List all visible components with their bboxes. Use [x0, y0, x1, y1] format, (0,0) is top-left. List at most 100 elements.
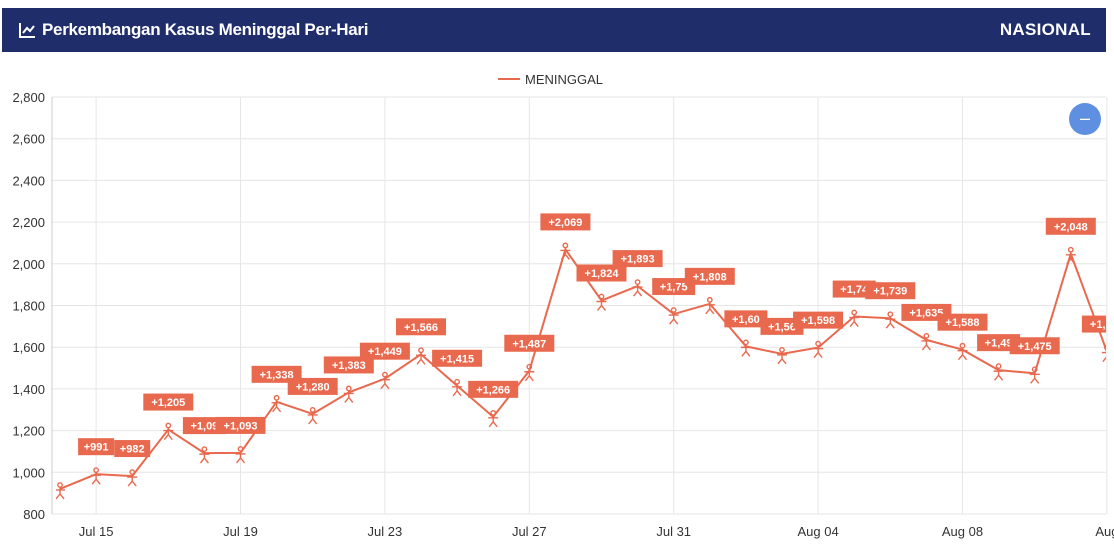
x-tick-label: Aug 04: [797, 524, 838, 539]
x-tick-label: Jul 31: [656, 524, 691, 539]
svg-text:+1,74: +1,74: [840, 284, 869, 296]
chart-grid: [51, 96, 1108, 515]
svg-text:+1,824: +1,824: [585, 268, 620, 280]
data-label: +1,280: [287, 377, 338, 395]
data-point: [343, 385, 354, 403]
data-point: [668, 307, 679, 325]
y-tick-label: 1,800: [12, 299, 45, 314]
scope-label: NASIONAL: [999, 20, 1091, 39]
data-label: +1,093: [215, 416, 266, 434]
data-label: +1,75: [652, 278, 696, 296]
data-point: [488, 409, 499, 428]
data-label: +982: [114, 440, 151, 458]
svg-text:+1,09: +1,09: [190, 421, 218, 433]
legend-label: MENINGGAL: [525, 72, 603, 87]
svg-text:+1,475: +1,475: [1018, 341, 1052, 353]
data-point: [740, 339, 751, 357]
svg-text:+2,048: +2,048: [1054, 221, 1088, 233]
data-label: +1,598: [793, 311, 844, 329]
y-tick-label: 1,400: [12, 382, 45, 397]
data-point: [271, 394, 282, 413]
data-point: [452, 378, 463, 397]
data-point: [921, 333, 932, 351]
series-markers: [56, 242, 1106, 500]
y-tick-label: 1,600: [12, 340, 45, 355]
data-label: +1,475: [1009, 337, 1060, 355]
data-label: +2,069: [540, 213, 591, 231]
y-axis: 800 1,000 1,200 1,400 1,600 1,800 2,000 2,200 2,…: [12, 90, 45, 522]
data-point: [163, 422, 174, 440]
data-label: +1,205: [143, 393, 194, 411]
svg-text:+1,588: +1,588: [946, 317, 980, 329]
svg-text:+982: +982: [120, 444, 145, 456]
svg-text:+1,60: +1,60: [732, 314, 760, 326]
y-tick-label: 1,200: [12, 424, 45, 439]
data-label: +1,566: [396, 318, 446, 336]
svg-text:+1,093: +1,093: [224, 420, 258, 432]
data-label: +1,487: [504, 334, 555, 352]
series-meninggal: [59, 247, 1106, 490]
svg-text:+1,598: +1,598: [801, 315, 835, 327]
x-tick-label: Jul 27: [512, 524, 547, 539]
svg-text:+1,635: +1,635: [909, 307, 943, 319]
data-label: +1,74: [832, 280, 876, 298]
y-tick-label: 800: [23, 507, 45, 522]
svg-text:+991: +991: [84, 442, 109, 454]
y-tick-label: 2,000: [12, 257, 45, 272]
line-chart-icon: [19, 22, 36, 38]
svg-text:+1,739: +1,739: [873, 286, 907, 298]
svg-text:+1,808: +1,808: [693, 271, 727, 283]
data-point: [849, 309, 860, 327]
data-point: [235, 446, 246, 464]
data-label: +1,579: [1081, 315, 1106, 333]
data-point: [127, 469, 138, 487]
x-axis: Jul 15 Jul 19 Jul 23 Jul 27 Jul 31 Aug 04 Aug …: [79, 524, 1114, 539]
data-label: +1,383: [323, 356, 374, 374]
data-point: [307, 407, 318, 425]
svg-text:+1,566: +1,566: [404, 322, 438, 334]
data-label: +1,415: [432, 349, 483, 367]
svg-text:+1,205: +1,205: [151, 397, 185, 409]
y-tick-label: 1,000: [12, 465, 45, 480]
svg-text:+1,280: +1,280: [296, 381, 330, 393]
minus-icon: –: [1079, 108, 1090, 128]
data-label: +1,449: [359, 342, 410, 360]
y-tick-label: 2,800: [12, 90, 45, 105]
svg-text:+1,893: +1,893: [621, 254, 655, 266]
x-tick-label: Aug 08: [942, 524, 983, 539]
svg-text:+1,266: +1,266: [476, 384, 510, 396]
data-label: +1,808: [684, 267, 735, 285]
svg-text:+1,56: +1,56: [768, 321, 796, 333]
x-tick-label: Jul 23: [368, 524, 403, 539]
data-point: [957, 342, 968, 361]
data-point: [813, 340, 824, 359]
data-labels: +991 +982+1,205+1,09 +1,093+1,338+1,280+1,…: [78, 213, 1106, 458]
svg-text:+1,49: +1,49: [985, 338, 1013, 350]
data-label: +1,56: [760, 317, 804, 335]
data-point: [379, 371, 390, 390]
svg-text:+1,338: +1,338: [260, 369, 294, 381]
data-point: [993, 363, 1004, 381]
daily-deaths-chart: 800 1,000 1,200 1,400 1,600 1,800 2,000 2,200 2,…: [12, 72, 1114, 539]
zoom-reset-button[interactable]: –: [1069, 103, 1101, 135]
data-point: [524, 363, 535, 382]
data-label: +2,048: [1045, 217, 1096, 235]
data-label: +1,893: [612, 250, 663, 268]
data-point: [704, 296, 715, 315]
data-point: [416, 347, 426, 365]
data-label: +1,266: [468, 380, 519, 398]
svg-text:+1,383: +1,383: [332, 360, 366, 372]
data-point: [560, 242, 571, 260]
data-label: +1,49: [977, 334, 1021, 352]
data-point: [199, 446, 210, 464]
data-label: +1,588: [937, 313, 988, 331]
chart-title: Perkembangan Kasus Meninggal Per-Hari: [42, 20, 369, 39]
svg-text:+2,069: +2,069: [548, 217, 582, 229]
data-label: +1,739: [865, 282, 916, 300]
data-point: [1029, 366, 1040, 384]
y-tick-label: 2,200: [12, 215, 45, 230]
data-point: [885, 311, 896, 329]
chart-header: Perkembangan Kasus Meninggal Per-Hari NA…: [2, 8, 1106, 52]
svg-text:+1,415: +1,415: [440, 353, 474, 365]
data-point: [632, 279, 643, 297]
